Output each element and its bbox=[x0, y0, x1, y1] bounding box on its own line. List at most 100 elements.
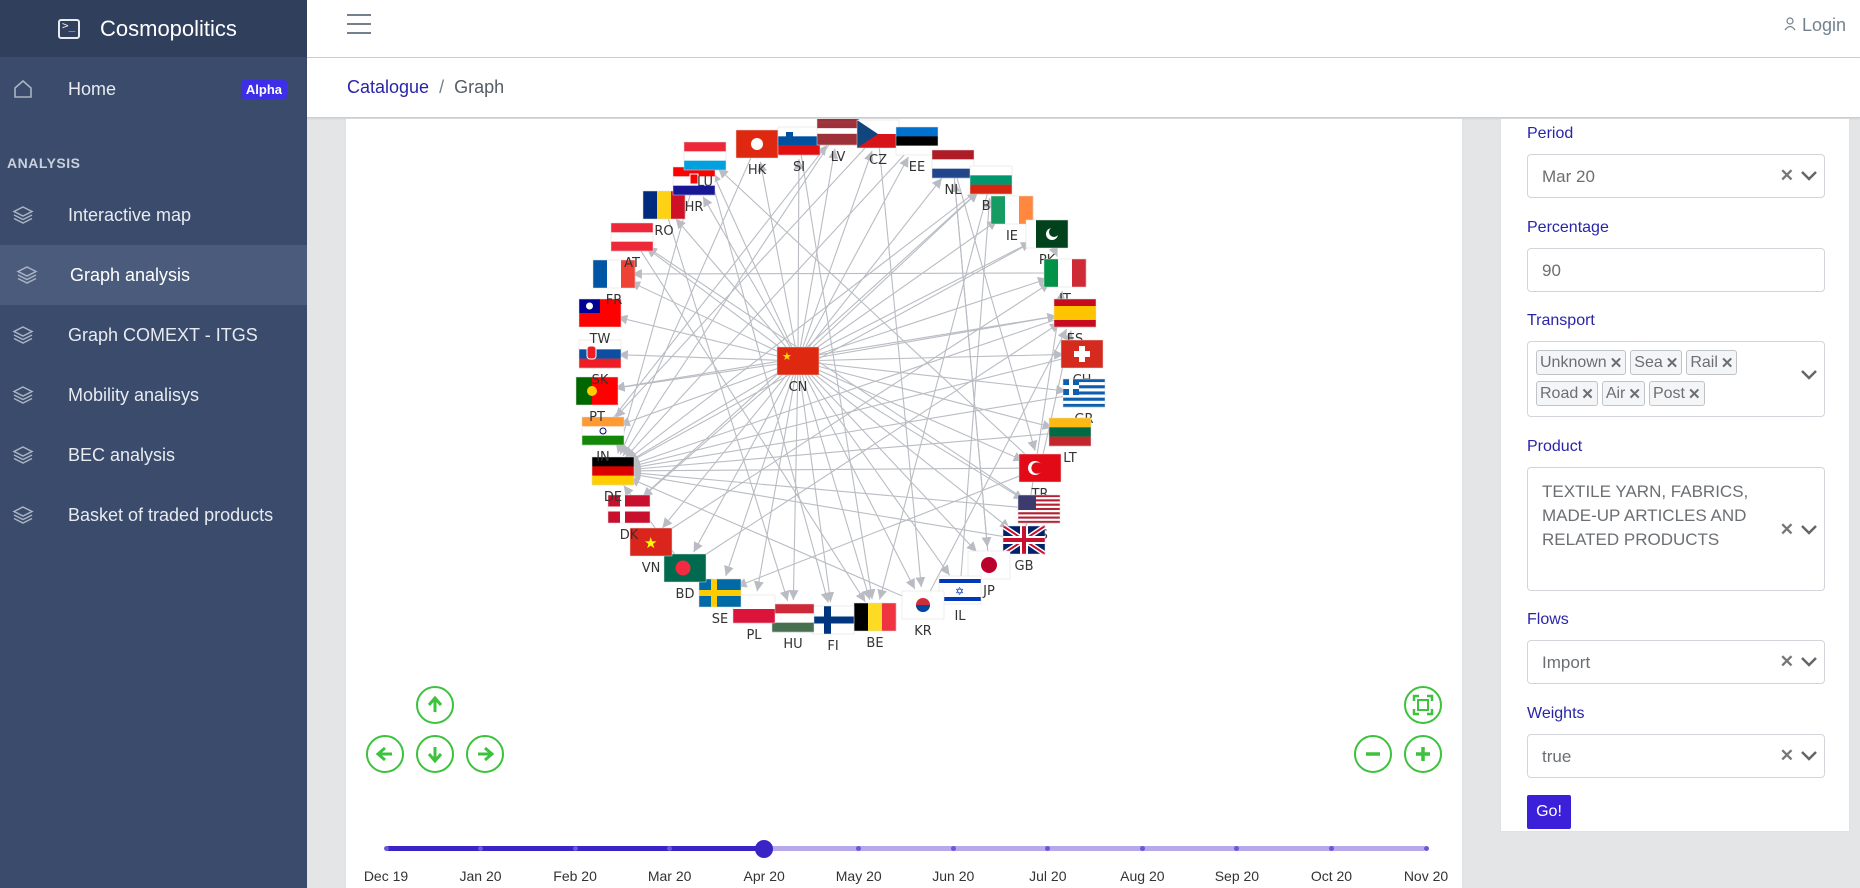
graph-node-jp[interactable]: JP bbox=[967, 550, 1011, 599]
graph-node-pt[interactable]: PT bbox=[575, 376, 619, 425]
flows-select[interactable]: Import ✕ bbox=[1527, 640, 1825, 684]
flag-pk-icon bbox=[1025, 219, 1069, 249]
graph-node-de[interactable]: DE bbox=[591, 456, 635, 505]
transport-tag[interactable]: Unknown ✕ bbox=[1536, 350, 1627, 375]
period-select[interactable]: Mar 20 ✕ bbox=[1527, 154, 1825, 198]
zoom-in-button[interactable] bbox=[1404, 735, 1442, 773]
sidebar-item-mobility-analisys[interactable]: Mobility analisys bbox=[0, 365, 307, 425]
period-timeline-slider[interactable]: Dec 19 Jan 20 Feb 20 Mar 20 Apr 20 May 20 Jun … bbox=[364, 839, 1448, 884]
graph-node-ie[interactable]: IE bbox=[990, 195, 1034, 244]
graph-node-label: TW bbox=[589, 332, 611, 347]
product-select[interactable]: TEXTILE YARN, FABRICS, MADE-UP ARTICLES … bbox=[1527, 467, 1825, 591]
hamburger-menu-icon[interactable] bbox=[347, 14, 371, 34]
clear-icon[interactable]: ✕ bbox=[1779, 652, 1794, 671]
graph-node-hu[interactable]: HU bbox=[771, 603, 815, 652]
timeline-tick[interactable] bbox=[1328, 846, 1334, 851]
alpha-badge: Alpha bbox=[240, 79, 287, 99]
sidebar-item-label: Home bbox=[68, 78, 117, 99]
graph-node-fr[interactable]: FR bbox=[592, 259, 636, 308]
login-link[interactable]: Login bbox=[1784, 15, 1846, 36]
layers-icon bbox=[12, 204, 34, 226]
chevron-down-icon[interactable] bbox=[1800, 170, 1818, 182]
remove-tag-icon[interactable]: ✕ bbox=[1720, 354, 1734, 372]
timeline-tick[interactable] bbox=[667, 846, 673, 851]
remove-tag-icon[interactable]: ✕ bbox=[1609, 354, 1623, 372]
graph-edge bbox=[797, 156, 909, 362]
breadcrumb-catalogue[interactable]: Catalogue bbox=[347, 77, 430, 97]
remove-tag-icon[interactable]: ✕ bbox=[1581, 385, 1594, 403]
graph-node-pl[interactable]: PL bbox=[732, 594, 776, 643]
remove-tag-icon[interactable]: ✕ bbox=[1687, 385, 1701, 403]
transport-tag[interactable]: Road ✕ bbox=[1536, 381, 1598, 406]
transport-multiselect[interactable]: Unknown ✕ Sea ✕ Rail ✕ Road ✕ Air ✕ Post ✕ bbox=[1527, 341, 1825, 417]
graph-node-hr[interactable]: HR bbox=[672, 166, 716, 215]
graph-node-at[interactable]: AT bbox=[610, 222, 654, 271]
brand[interactable]: Cosmopolitics bbox=[0, 0, 307, 57]
network-graph[interactable]: ★CNHKSILVCZEENLBGIEPKITESCHGRLTTRUSGBJP✡… bbox=[346, 119, 1464, 888]
sidebar-item-graph-comext-itgs[interactable]: Graph COMEXT - ITGS bbox=[0, 305, 307, 365]
timeline-tick[interactable] bbox=[1423, 846, 1429, 851]
remove-tag-icon[interactable]: ✕ bbox=[1628, 385, 1641, 403]
timeline-tick[interactable] bbox=[1234, 846, 1240, 851]
graph-node-bd[interactable]: BD bbox=[663, 553, 707, 602]
chevron-down-icon[interactable] bbox=[1800, 656, 1818, 668]
clear-icon[interactable]: ✕ bbox=[1779, 166, 1794, 185]
transport-tag[interactable]: Post ✕ bbox=[1648, 381, 1705, 406]
graph-node-in[interactable]: IN bbox=[581, 416, 625, 465]
graph-node-dk[interactable]: DK bbox=[607, 494, 651, 543]
pan-right-button[interactable] bbox=[466, 735, 504, 773]
clear-icon[interactable]: ✕ bbox=[1779, 520, 1794, 539]
weights-select[interactable]: true ✕ bbox=[1527, 734, 1825, 778]
graph-node-lv[interactable]: LV bbox=[816, 119, 860, 165]
timeline-handle[interactable] bbox=[755, 840, 774, 858]
transport-tag[interactable]: Sea ✕ bbox=[1630, 350, 1683, 375]
flag-kr-icon bbox=[901, 590, 945, 620]
transport-tag[interactable]: Rail ✕ bbox=[1686, 350, 1738, 375]
graph-node-tw[interactable]: TW bbox=[578, 298, 622, 347]
remove-tag-icon[interactable]: ✕ bbox=[1665, 354, 1679, 372]
pan-down-button[interactable] bbox=[416, 735, 454, 773]
flag-us-icon bbox=[1017, 494, 1061, 524]
graph-node-be[interactable]: BE bbox=[853, 602, 897, 651]
graph-node-sk[interactable]: SK bbox=[578, 339, 622, 388]
zoom-out-button[interactable] bbox=[1354, 735, 1392, 773]
graph-node-lt[interactable]: LT bbox=[1048, 417, 1092, 466]
timeline-tick[interactable] bbox=[478, 846, 484, 851]
sidebar-item-home[interactable]: Home Alpha bbox=[0, 57, 307, 121]
graph-node-se[interactable]: SE bbox=[698, 578, 742, 627]
graph-node-fi[interactable]: FI bbox=[811, 605, 855, 654]
chevron-down-icon[interactable] bbox=[1800, 369, 1818, 381]
percentage-label: Percentage bbox=[1527, 219, 1609, 236]
sidebar-item-bec-analysis[interactable]: BEC analysis bbox=[0, 425, 307, 485]
sidebar-item-interactive-map[interactable]: Interactive map bbox=[0, 185, 307, 245]
fit-view-button[interactable] bbox=[1404, 686, 1442, 724]
timeline-track[interactable] bbox=[386, 846, 1426, 851]
chevron-down-icon[interactable] bbox=[1800, 750, 1818, 762]
clear-icon[interactable]: ✕ bbox=[1779, 746, 1794, 765]
graph-node-cn[interactable]: ★ CN bbox=[776, 346, 820, 395]
timeline-tick[interactable] bbox=[383, 846, 389, 851]
timeline-tick[interactable] bbox=[1139, 846, 1145, 851]
chevron-down-icon[interactable] bbox=[1800, 524, 1818, 536]
pan-up-button[interactable] bbox=[416, 686, 454, 724]
graph-node-kr[interactable]: KR bbox=[901, 590, 945, 639]
go-button[interactable]: Go! bbox=[1527, 795, 1571, 829]
timeline-tick[interactable] bbox=[950, 846, 956, 851]
sidebar-item-basket-of-traded-products[interactable]: Basket of traded products bbox=[0, 485, 307, 545]
graph-node-pk[interactable]: PK bbox=[1025, 219, 1069, 268]
percentage-input[interactable]: 90 bbox=[1527, 248, 1825, 292]
timeline-tick[interactable] bbox=[572, 846, 578, 851]
graph-node-ee[interactable]: EE bbox=[895, 126, 939, 175]
graph-node-lu[interactable]: LU bbox=[683, 141, 727, 190]
graph-node-cz[interactable]: CZ bbox=[856, 119, 900, 168]
graph-node-il[interactable]: ✡ IL bbox=[938, 575, 982, 624]
graph-node-nl[interactable]: NL bbox=[931, 149, 975, 198]
transport-tag[interactable]: Air ✕ bbox=[1601, 381, 1645, 406]
graph-node-vn[interactable]: ★ VN bbox=[629, 527, 673, 576]
graph-node-ro[interactable]: RO bbox=[642, 190, 686, 239]
pan-left-button[interactable] bbox=[366, 735, 404, 773]
graph-node-hk[interactable]: HK bbox=[735, 129, 779, 178]
timeline-tick[interactable] bbox=[1045, 846, 1051, 851]
sidebar-item-graph-analysis[interactable]: Graph analysis bbox=[0, 245, 307, 305]
timeline-tick[interactable] bbox=[856, 846, 862, 851]
